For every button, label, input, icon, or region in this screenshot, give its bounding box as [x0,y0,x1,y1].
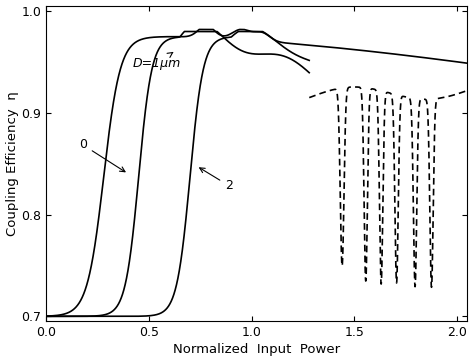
Text: D=1μm: D=1μm [133,52,181,70]
Text: 0: 0 [79,139,125,172]
Y-axis label: Coupling Efficiency  η: Coupling Efficiency η [6,91,18,236]
Text: 2: 2 [200,168,233,192]
X-axis label: Normalized  Input  Power: Normalized Input Power [173,344,340,357]
